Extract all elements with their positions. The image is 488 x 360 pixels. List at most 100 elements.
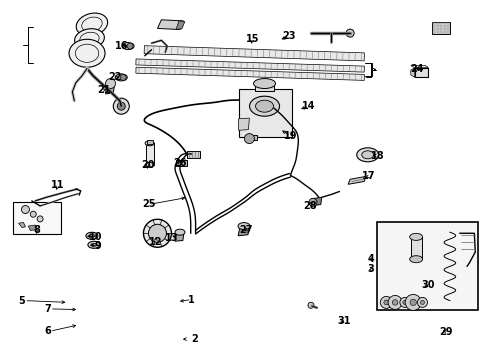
Polygon shape (105, 85, 114, 94)
Circle shape (117, 102, 125, 110)
Ellipse shape (253, 78, 275, 89)
Polygon shape (175, 233, 183, 241)
Text: 12: 12 (148, 237, 162, 247)
Ellipse shape (122, 42, 134, 50)
Circle shape (405, 294, 420, 310)
Text: 29: 29 (438, 327, 452, 337)
Text: 20: 20 (141, 160, 154, 170)
Ellipse shape (356, 148, 378, 162)
Ellipse shape (75, 29, 104, 49)
Ellipse shape (255, 100, 273, 112)
Text: 23: 23 (282, 31, 296, 41)
Text: 9: 9 (94, 241, 101, 251)
Text: 25: 25 (142, 199, 155, 210)
Text: 28: 28 (303, 201, 316, 211)
Text: 8: 8 (33, 225, 40, 235)
Ellipse shape (86, 232, 98, 239)
Text: 30: 30 (420, 280, 434, 290)
Polygon shape (310, 197, 321, 206)
Polygon shape (347, 176, 365, 184)
Ellipse shape (91, 243, 97, 246)
Circle shape (402, 300, 406, 305)
Text: 21: 21 (97, 85, 110, 95)
Polygon shape (238, 118, 249, 130)
Ellipse shape (361, 151, 373, 159)
Ellipse shape (175, 229, 184, 235)
Circle shape (307, 302, 313, 308)
Circle shape (37, 216, 43, 222)
Bar (176, 160, 186, 166)
Polygon shape (145, 143, 153, 165)
Ellipse shape (145, 162, 154, 167)
Polygon shape (410, 68, 414, 77)
Polygon shape (157, 20, 183, 30)
Text: 1: 1 (188, 294, 195, 305)
Polygon shape (136, 67, 364, 80)
Polygon shape (238, 228, 249, 236)
Ellipse shape (69, 39, 105, 67)
Ellipse shape (88, 241, 100, 248)
Text: 5: 5 (19, 296, 25, 306)
Bar (376, 222, 477, 310)
Polygon shape (176, 21, 184, 30)
Ellipse shape (409, 233, 422, 240)
Polygon shape (136, 59, 364, 72)
Polygon shape (431, 22, 449, 34)
Circle shape (21, 206, 29, 213)
Text: 19: 19 (283, 131, 297, 141)
Circle shape (148, 224, 166, 242)
Circle shape (127, 43, 133, 49)
Ellipse shape (76, 13, 107, 36)
Bar (13, 202, 61, 234)
Circle shape (417, 297, 427, 307)
Text: 10: 10 (89, 232, 102, 242)
Circle shape (399, 297, 409, 307)
Polygon shape (410, 66, 427, 68)
Polygon shape (414, 68, 427, 77)
Circle shape (346, 29, 353, 37)
Text: 17: 17 (361, 171, 375, 181)
Text: 3: 3 (366, 264, 373, 274)
Circle shape (308, 198, 316, 206)
Circle shape (143, 219, 171, 247)
Circle shape (409, 299, 416, 306)
Circle shape (420, 300, 424, 305)
Polygon shape (255, 84, 273, 91)
Polygon shape (144, 46, 364, 61)
Text: 15: 15 (245, 34, 259, 44)
Text: 31: 31 (337, 316, 350, 326)
Polygon shape (410, 237, 421, 259)
Ellipse shape (89, 234, 95, 237)
Circle shape (383, 300, 388, 305)
Text: 16: 16 (114, 41, 128, 51)
Ellipse shape (264, 119, 285, 133)
Polygon shape (19, 222, 25, 228)
Text: 6: 6 (44, 326, 51, 336)
Ellipse shape (249, 96, 279, 116)
Ellipse shape (409, 256, 422, 263)
Circle shape (120, 75, 126, 80)
Bar (186, 151, 200, 158)
Circle shape (244, 134, 254, 144)
Polygon shape (245, 135, 256, 140)
Ellipse shape (145, 141, 154, 146)
Ellipse shape (268, 122, 280, 130)
Circle shape (387, 296, 401, 309)
Text: 24: 24 (409, 64, 423, 74)
Polygon shape (238, 89, 292, 137)
Text: 14: 14 (302, 101, 315, 111)
Text: 27: 27 (239, 225, 253, 235)
Polygon shape (28, 225, 37, 230)
Polygon shape (146, 140, 152, 144)
Circle shape (380, 296, 391, 309)
Text: 18: 18 (370, 150, 384, 161)
Text: 2: 2 (190, 334, 197, 344)
Text: 22: 22 (108, 72, 122, 82)
Ellipse shape (238, 222, 249, 230)
Text: 13: 13 (165, 233, 179, 243)
Text: 7: 7 (44, 304, 51, 314)
Circle shape (30, 211, 36, 217)
Text: 4: 4 (366, 254, 373, 264)
Circle shape (105, 78, 115, 89)
Ellipse shape (115, 74, 127, 81)
